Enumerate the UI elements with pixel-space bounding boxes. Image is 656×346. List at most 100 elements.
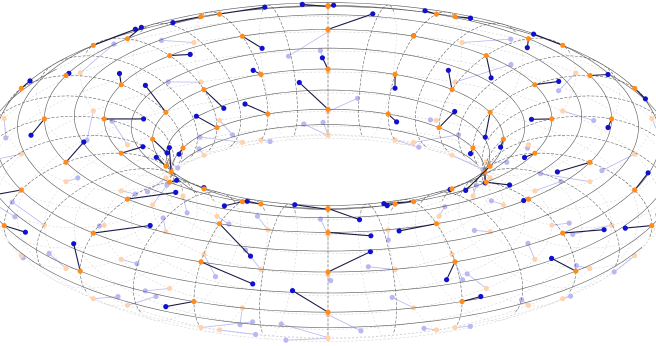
lattice-node-dot [163, 109, 169, 115]
lattice-node-dot [201, 87, 207, 93]
lattice-node-dot [214, 213, 220, 219]
lattice-node-dot [411, 33, 417, 39]
segment-endpoint-dot [599, 168, 605, 174]
lattice-segment [281, 323, 329, 338]
torus-meridian-line [387, 11, 458, 141]
lattice-node-dot [549, 222, 555, 228]
lattice-node-dot [525, 142, 532, 148]
lattice-segment [152, 138, 168, 154]
lattice-segment [3, 118, 7, 138]
torus-meridian-line [79, 271, 87, 292]
lattice-node-dot [124, 142, 131, 148]
torus-meridian-line [358, 214, 394, 340]
segment-endpoint-dot [317, 216, 324, 222]
lattice-segment [451, 254, 463, 280]
torus-meridian-line [425, 55, 523, 153]
lattice-segment [203, 89, 225, 109]
lattice-node-dot [525, 302, 532, 308]
lattice-segment [474, 230, 491, 233]
segment-endpoint-dot [132, 191, 138, 197]
torus-ring-line [607, 73, 656, 112]
torus-meridian-line [198, 210, 269, 333]
lattice-node-dot [90, 42, 96, 48]
lattice-node-dot [560, 230, 566, 236]
segment-endpoint-dot [549, 255, 555, 261]
segment-endpoint-dot [242, 247, 249, 253]
segment-endpoint-dot [28, 132, 34, 138]
lattice-segment [127, 296, 157, 306]
segment-endpoint-dot [566, 220, 572, 226]
segment-endpoint-dot [230, 132, 236, 138]
torus-meridian-line [457, 19, 463, 43]
torus-meridian-line [4, 118, 179, 191]
lattice-node-dot [573, 70, 579, 76]
lattice-segment [454, 64, 512, 83]
lattice-segment [438, 111, 456, 128]
lattice-node-dot [573, 268, 579, 274]
lattice-node-dot [325, 309, 331, 315]
segment-endpoint-dot [507, 182, 513, 188]
segment-endpoint-dot [368, 233, 374, 239]
lattice-node-dot [41, 116, 48, 122]
segment-endpoint-dot [622, 225, 628, 231]
torus-meridian-line [458, 55, 616, 159]
lattice-node-dot [18, 85, 24, 91]
torus-meridian-line [6, 190, 184, 269]
torus-meridian-line [259, 309, 263, 333]
segment-endpoint-dot [142, 82, 148, 88]
segment-endpoint-dot [478, 293, 484, 300]
segment-endpoint-dot [521, 154, 528, 161]
segment-endpoint-dot [442, 204, 448, 210]
lattice-segment [200, 261, 253, 285]
lattice-node-dot [392, 201, 398, 207]
lattice-segment [634, 172, 649, 191]
lattice-segment [224, 201, 243, 207]
segment-endpoint-dot [528, 116, 535, 122]
torus-meridian-line [40, 55, 198, 159]
lattice-segment [168, 147, 172, 173]
lattice-node-dot [325, 335, 331, 341]
lattice-node-dot [163, 175, 169, 181]
lattice-node-dot [77, 268, 83, 274]
lattice-node-dot [325, 2, 331, 9]
lattice-node-dot [163, 163, 169, 169]
segment-endpoint-dot [278, 321, 284, 327]
lattice-node-dot [560, 42, 566, 48]
lattice-node-dot [90, 230, 96, 236]
lattice-node-dot [525, 36, 532, 42]
lattice-node-dot [118, 150, 124, 156]
torus-ring-line [171, 176, 485, 236]
lattice-segment [145, 288, 170, 292]
torus-meridian-line [133, 55, 231, 153]
segment-endpoint-dot [250, 67, 256, 73]
segment-endpoint-dot [170, 20, 176, 26]
segment-endpoint-dot [601, 227, 607, 233]
torus-meridian-line [133, 288, 141, 313]
segment-endpoint-dot [367, 249, 373, 255]
lattice-node-dot [239, 139, 245, 145]
lattice-segment [462, 38, 511, 43]
lattice-segment [257, 215, 269, 231]
lattice-segment [398, 223, 437, 232]
torus-meridian-line [481, 184, 656, 249]
lattice-segment [534, 181, 562, 192]
lattice-node-dot [392, 71, 398, 77]
segment-endpoint-dot [141, 116, 147, 122]
lattice-segment [327, 314, 362, 332]
lattice-segment [527, 243, 536, 260]
lattice-segment [244, 103, 269, 115]
segment-endpoint-dot [467, 15, 474, 21]
segment-endpoint-dot [292, 202, 298, 208]
segment-endpoint-dot [12, 214, 18, 220]
lattice-segment [111, 120, 128, 146]
torus-meridian-line [472, 75, 651, 165]
torus-meridian-line [481, 135, 656, 185]
segment-endpoint-dot [184, 210, 190, 216]
torus-meridian-line [40, 195, 198, 289]
lattice-node-dot [459, 298, 465, 305]
segment-endpoint-dot [299, 1, 305, 7]
segment-endpoint-dot [285, 53, 292, 59]
lattice-segment [613, 255, 635, 273]
torus-meridian-line [0, 135, 175, 185]
torus-meridian-line [198, 11, 269, 141]
